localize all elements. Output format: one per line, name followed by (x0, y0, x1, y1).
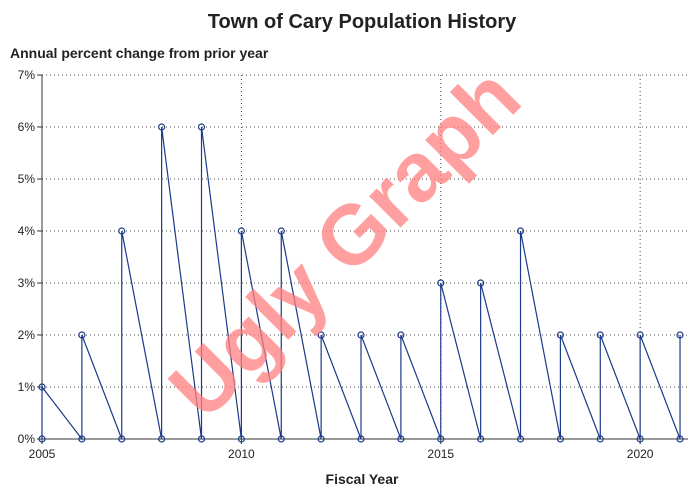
data-point (477, 279, 485, 287)
baseline-point (317, 435, 325, 443)
data-point (676, 331, 684, 339)
y-tick-label: 1% (18, 380, 36, 394)
baseline-point (118, 435, 126, 443)
x-tick-label: 2010 (228, 447, 255, 461)
x-tick-label: 2015 (427, 447, 454, 461)
data-point (317, 331, 325, 339)
grid (42, 74, 688, 439)
data-point (38, 383, 46, 391)
x-tick-label: 2020 (627, 447, 654, 461)
baseline-point (636, 435, 644, 443)
data-point (118, 227, 126, 235)
data-point (636, 331, 644, 339)
x-tick-label: 2005 (29, 447, 56, 461)
baseline-point (357, 435, 365, 443)
chart-title: Town of Cary Population History (208, 11, 517, 33)
y-tick-label: 3% (18, 276, 36, 290)
baseline-point (477, 435, 485, 443)
data-point (237, 227, 245, 235)
data-point (556, 331, 564, 339)
data-point (397, 331, 405, 339)
x-axis-title: Fiscal Year (326, 471, 399, 487)
data-point (596, 331, 604, 339)
baseline-point (277, 435, 285, 443)
series-line (41, 126, 681, 441)
data-point (277, 227, 285, 235)
y-tick-label: 4% (18, 224, 36, 238)
baseline-point (237, 435, 245, 443)
baseline-point (397, 435, 405, 443)
y-tick-label: 0% (18, 432, 36, 446)
data-point (516, 227, 525, 235)
data-point (78, 331, 86, 339)
baseline-point (437, 435, 445, 443)
baseline-point (516, 435, 525, 443)
plot-area (38, 123, 684, 443)
chart-subtitle: Annual percent change from prior year (10, 45, 269, 61)
baseline-point (158, 435, 166, 443)
y-tick-label: 2% (18, 328, 36, 342)
baseline-point (676, 435, 684, 443)
baseline-point (38, 435, 46, 443)
watermark: Ugly Graph (151, 49, 538, 436)
baseline-point (78, 435, 86, 443)
y-tick-label: 5% (18, 172, 36, 186)
baseline-point (197, 435, 206, 443)
data-point (357, 331, 365, 339)
data-point (158, 123, 166, 131)
data-point (197, 123, 206, 131)
y-tick-label: 7% (18, 68, 36, 82)
data-point (437, 279, 445, 287)
y-tick-label: 6% (18, 120, 36, 134)
baseline-point (596, 435, 604, 443)
baseline-point (556, 435, 564, 443)
